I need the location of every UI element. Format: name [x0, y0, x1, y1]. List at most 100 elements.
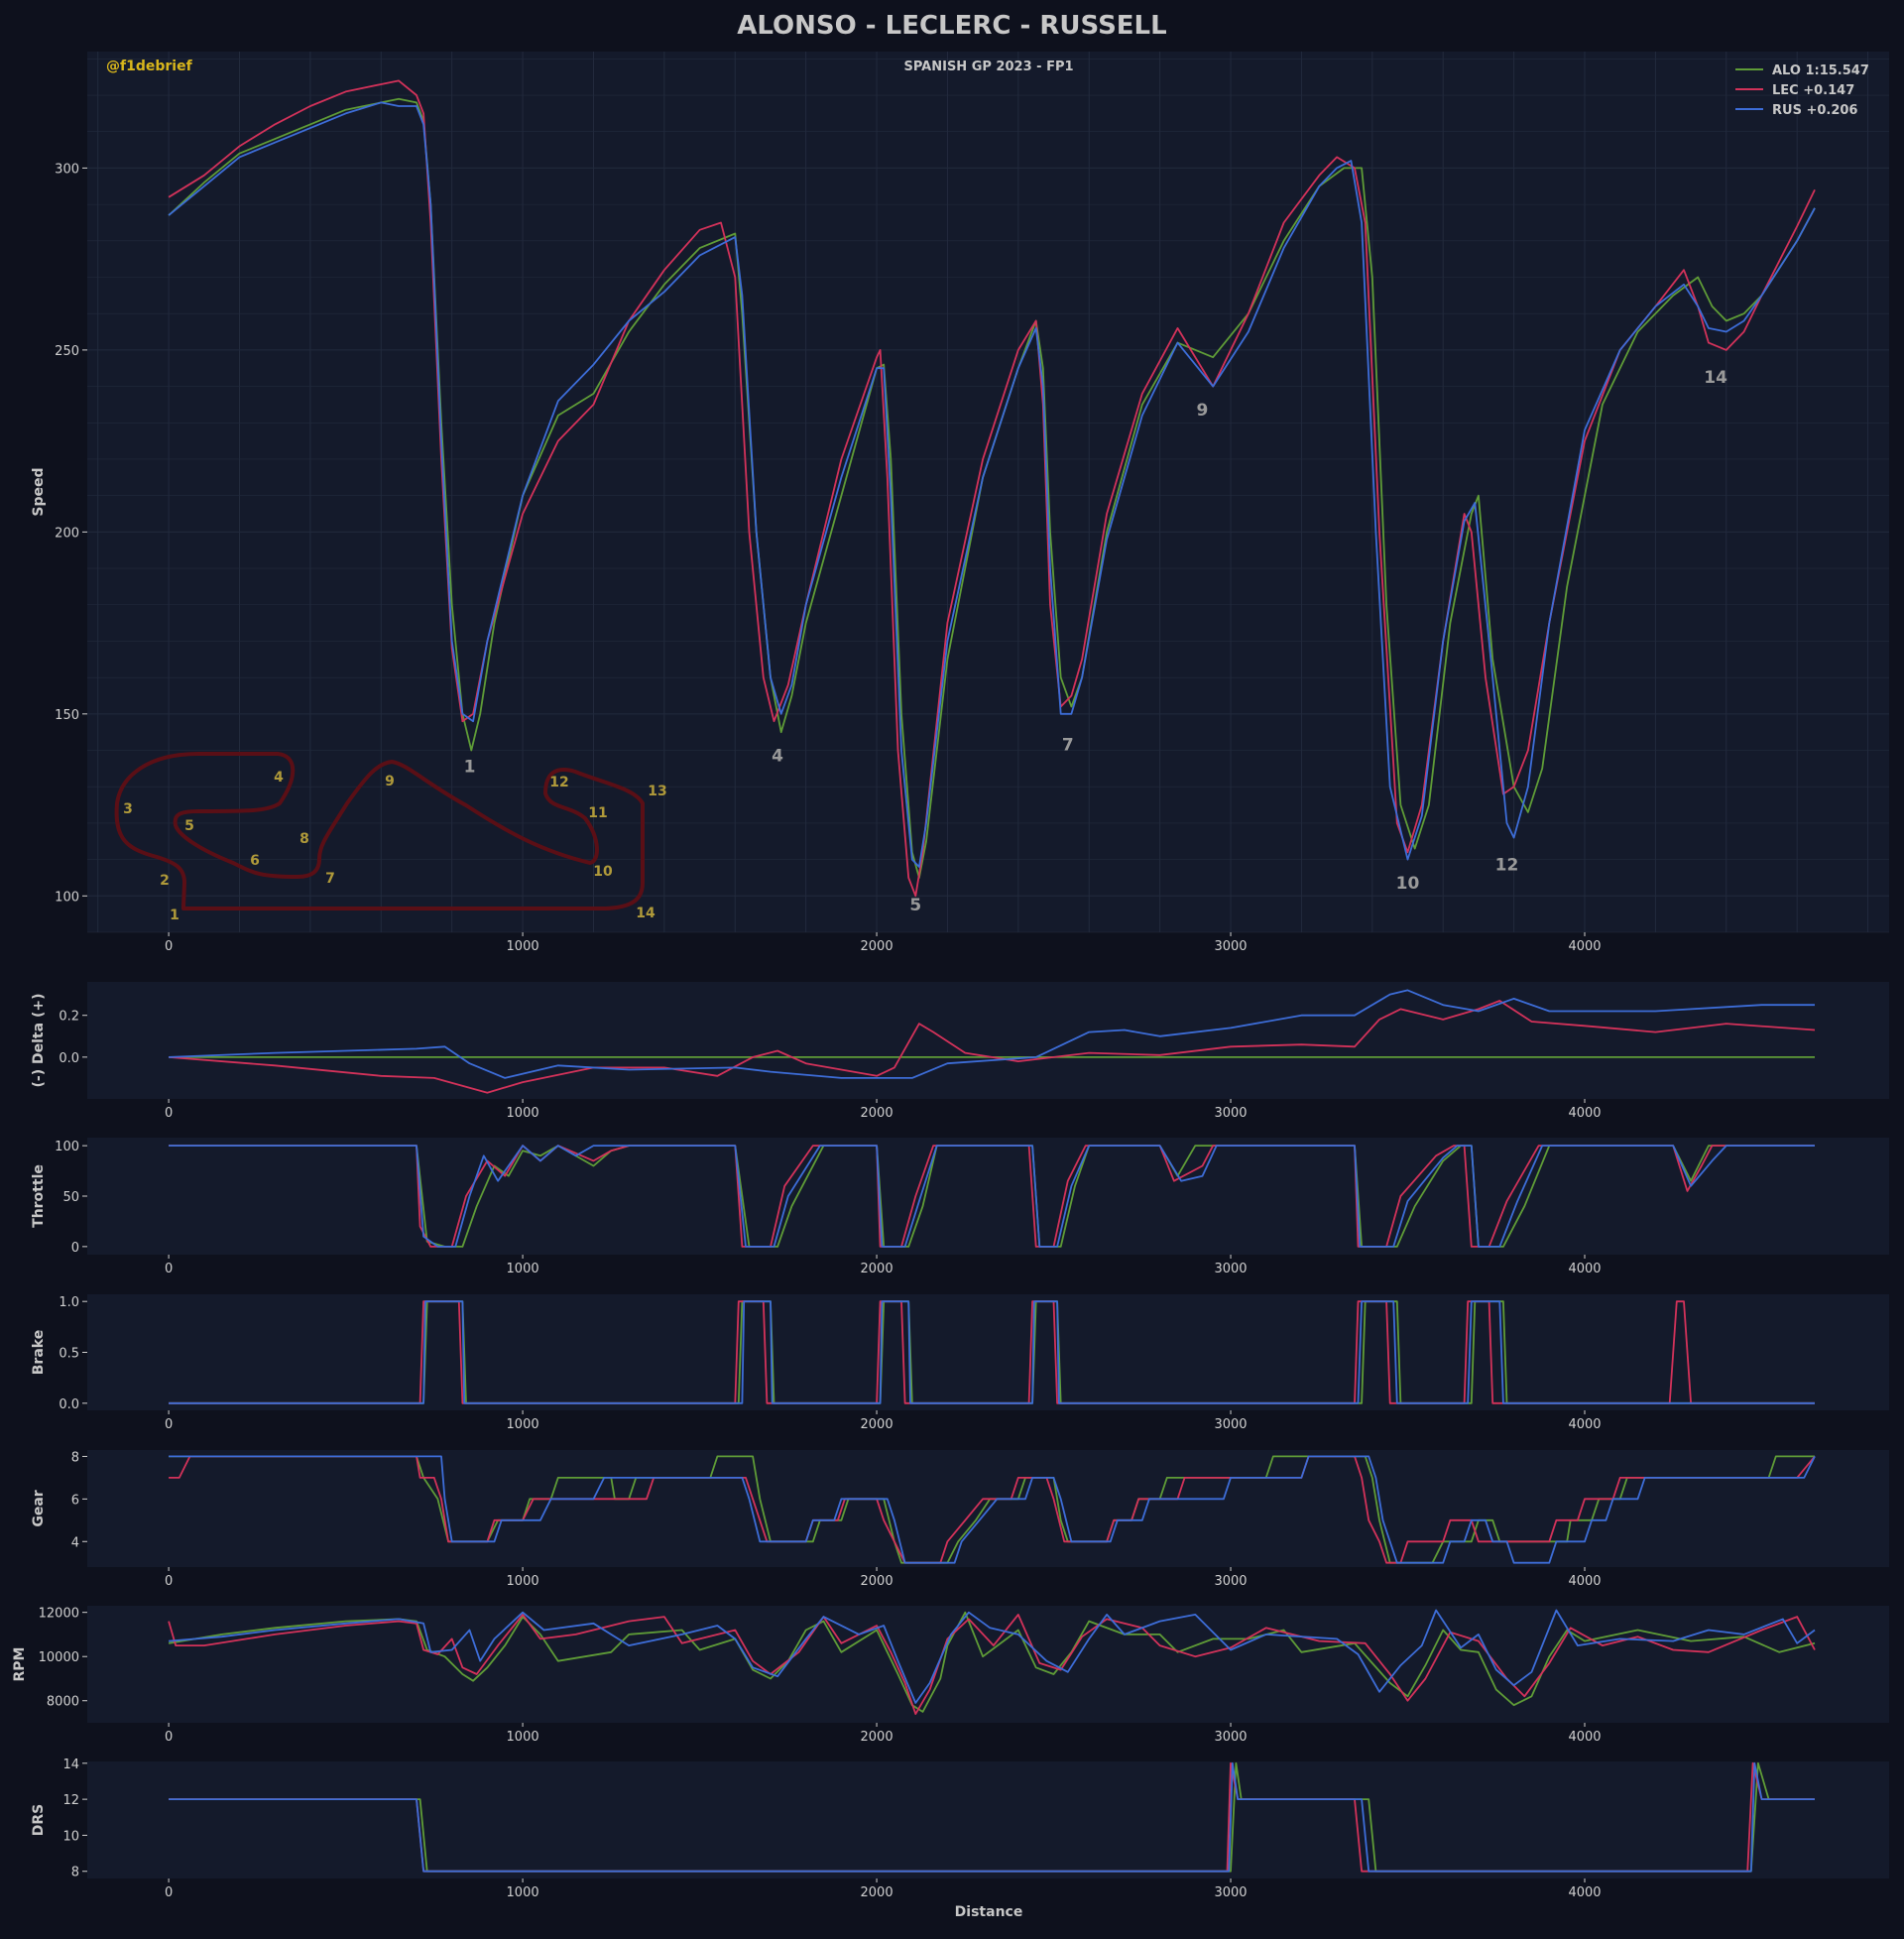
track-map-turn-label: 6: [250, 853, 260, 869]
watermark: @f1debrief: [106, 59, 193, 74]
series-line-lec: [169, 1000, 1816, 1094]
x-tick-label: 1000: [507, 1262, 539, 1276]
track-map-turn-label: 10: [593, 864, 613, 880]
series-line-lec: [168, 79, 1816, 898]
panel-brake: 0 1000 2000 3000 4000 0.0 0.5 1.0 Brake: [31, 1294, 1889, 1432]
series-line-rus: [169, 1300, 1815, 1404]
track-map-turn-label: 13: [648, 784, 666, 799]
track-map-turn-label: 2: [160, 873, 170, 889]
track-map-turn-label: 8: [299, 831, 309, 847]
y-tick-label: 50: [62, 1190, 79, 1205]
x-tick-label: 0: [165, 1574, 173, 1589]
y-tick-label: 4: [71, 1535, 79, 1550]
x-tick-label: 2000: [861, 1885, 893, 1900]
series-line-rus: [169, 1145, 1815, 1248]
plot-area: [87, 1761, 1889, 1878]
panel-speed: 0 1000 2000 3000 4000100150200250300Speed145…: [31, 52, 1889, 954]
x-tick-label: 0: [165, 1262, 173, 1276]
corner-label: 7: [1062, 736, 1074, 756]
plot-area: [87, 52, 1889, 932]
x-tick-label: 2000: [861, 939, 893, 954]
y-tick-label: 0: [71, 1241, 79, 1256]
y-tick-label: 1.0: [59, 1295, 79, 1310]
legend-entry: LEC +0.147: [1772, 83, 1854, 98]
track-map-turn-label: 3: [123, 801, 133, 817]
track-outline: [114, 752, 645, 910]
plot-area: [87, 982, 1889, 1099]
y-axis-label: Speed: [31, 467, 47, 516]
x-tick-label: 1000: [507, 1417, 539, 1432]
x-tick-label: 3000: [1214, 1574, 1247, 1589]
y-tick-label: 250: [55, 344, 79, 359]
y-tick-label: 0.0: [59, 1051, 79, 1066]
y-tick-label: 12: [62, 1793, 79, 1808]
x-tick-label: 4000: [1568, 1106, 1601, 1121]
x-axis-label: Distance: [955, 1904, 1023, 1920]
panel-delta: 0 1000 2000 3000 4000 0.0 0.2 (-) Delta (+): [31, 982, 1889, 1121]
x-tick-label: 3000: [1214, 939, 1247, 954]
y-tick-label: 8: [71, 1450, 79, 1465]
x-tick-label: 3000: [1214, 1885, 1247, 1900]
plot-area: [87, 1294, 1889, 1410]
chart-title: ALONSO - LECLERC - RUSSELL: [737, 11, 1166, 41]
x-tick-label: 4000: [1568, 1417, 1601, 1432]
x-tick-label: 0: [165, 1730, 173, 1745]
x-tick-label: 4000: [1568, 1574, 1601, 1589]
track-map-turn-label: 12: [549, 775, 568, 790]
legend: ALO 1:15.547 LEC +0.147 RUS +0.206: [1735, 63, 1869, 118]
x-tick-label: 2000: [861, 1262, 893, 1276]
y-axis-label: RPM: [12, 1647, 28, 1682]
y-tick-label: 8: [71, 1866, 79, 1880]
corner-label: 12: [1495, 856, 1519, 876]
y-axis-label: Gear: [31, 1490, 47, 1526]
x-tick-label: 1000: [507, 1885, 539, 1900]
x-tick-label: 0: [165, 1106, 173, 1121]
panel-rpm: 0 1000 2000 3000 4000 8000 10000 12000 RPM: [12, 1606, 1889, 1745]
x-tick-label: 0: [165, 1885, 173, 1900]
x-tick-label: 3000: [1214, 1417, 1247, 1432]
x-tick-label: 4000: [1568, 1262, 1601, 1276]
track-map-turn-label: 1: [170, 908, 179, 923]
series-line-rus: [169, 1455, 1816, 1564]
x-tick-label: 0: [165, 1417, 173, 1432]
y-tick-label: 10: [62, 1829, 79, 1844]
y-axis-label: Brake: [31, 1330, 47, 1375]
panel-throttle: 0 1000 2000 3000 4000 0 50 100 Throttle: [31, 1138, 1889, 1276]
y-tick-label: 300: [55, 162, 79, 177]
track-map-turn-label: 5: [184, 818, 194, 834]
x-tick-label: 3000: [1214, 1106, 1247, 1121]
series-line-rus: [168, 101, 1816, 868]
corner-label: 4: [772, 747, 783, 767]
track-map-turn-label: 11: [588, 805, 607, 821]
y-tick-label: 150: [55, 708, 79, 723]
x-tick-label: 4000: [1568, 1885, 1601, 1900]
x-tick-label: 4000: [1568, 1730, 1601, 1745]
y-tick-label: 10000: [39, 1650, 79, 1665]
x-tick-label: 2000: [861, 1417, 893, 1432]
x-tick-label: 1000: [507, 939, 539, 954]
x-tick-label: 1000: [507, 1106, 539, 1121]
track-map-turn-label: 14: [636, 906, 655, 921]
corner-label: 5: [909, 896, 921, 915]
y-tick-label: 12000: [39, 1607, 79, 1622]
y-tick-label: 200: [55, 526, 79, 541]
corner-label: 14: [1704, 368, 1727, 388]
x-tick-label: 2000: [861, 1106, 893, 1121]
x-tick-label: 1000: [507, 1574, 539, 1589]
x-tick-label: 2000: [861, 1730, 893, 1745]
y-axis-label: (-) Delta (+): [31, 994, 47, 1088]
plot-area: [87, 1606, 1889, 1723]
y-tick-label: 8000: [47, 1695, 79, 1710]
series-line-rus: [169, 989, 1815, 1079]
y-axis-label: Throttle: [31, 1164, 47, 1228]
panel-gear: 0 1000 2000 3000 4000 4 6 8 Gear: [31, 1450, 1889, 1589]
panel-drs: 0 1000 2000 3000 4000 8 10 12 14 DRS: [31, 1757, 1889, 1900]
track-map-turn-label: 4: [274, 770, 284, 786]
corner-label: 9: [1197, 401, 1209, 421]
track-map-turn-label: 9: [385, 774, 395, 789]
y-tick-label: 100: [55, 890, 79, 905]
corner-label: 1: [464, 758, 476, 778]
legend-entry: ALO 1:15.547: [1772, 63, 1869, 78]
plot-area: [87, 1138, 1889, 1255]
